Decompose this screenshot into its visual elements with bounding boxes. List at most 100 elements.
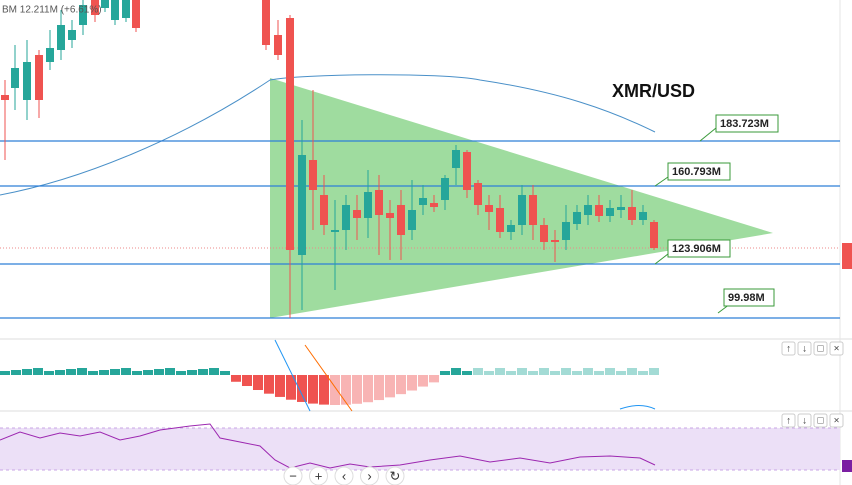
rsi-band — [0, 428, 840, 470]
candle-body — [419, 198, 427, 205]
candle-body — [650, 222, 658, 248]
candle-body — [286, 18, 294, 250]
pane-button[interactable] — [829, 341, 844, 356]
macd-bar — [594, 371, 604, 375]
pane-button[interactable] — [797, 413, 812, 428]
macd-bar — [506, 371, 516, 375]
toolbar-button[interactable] — [360, 466, 379, 485]
pane-button-label[interactable]: ↓ — [802, 416, 807, 427]
candle-body — [101, 0, 109, 8]
pair-title: XMR/USD — [612, 81, 695, 101]
pane-button-label[interactable]: × — [834, 344, 840, 355]
macd-bar — [132, 371, 142, 375]
macd-bar — [341, 375, 351, 405]
macd-bar — [44, 371, 54, 375]
toolbar-button[interactable] — [283, 466, 303, 485]
price-tag — [842, 243, 852, 269]
pane-button-label[interactable]: □ — [817, 344, 823, 355]
toolbar-button-label[interactable]: ↻ — [390, 468, 401, 483]
toolbar-button-label[interactable]: + — [315, 468, 323, 483]
macd-bar — [649, 368, 659, 375]
pane-button-label[interactable]: ↑ — [786, 344, 791, 355]
macd-bar — [33, 368, 43, 375]
macd-bar — [583, 368, 593, 375]
toolbar-button[interactable] — [385, 466, 405, 485]
toolbar-button[interactable] — [309, 466, 328, 485]
controls: ↑ ↓ □ × ↑ ↓ □ × − + ‹ › ↻ — [283, 341, 844, 485]
macd-bar — [352, 375, 362, 404]
candle-body — [1, 95, 9, 100]
macd-bar — [396, 375, 406, 395]
macd-bar — [99, 370, 109, 375]
pane-button[interactable] — [829, 413, 844, 428]
candle-body — [91, 0, 99, 15]
macd-bar — [319, 375, 329, 405]
macd-bar — [121, 368, 131, 375]
candle-body — [132, 0, 140, 28]
candle-body — [11, 68, 19, 88]
macd-bar — [165, 368, 175, 375]
toolbar-button-label[interactable]: − — [289, 468, 297, 483]
macd-bar — [110, 369, 120, 375]
macd-bar — [0, 371, 10, 375]
signal-line — [304, 344, 353, 412]
macd-bar — [253, 375, 263, 391]
moving-average — [0, 74, 656, 196]
macd-bar — [308, 375, 318, 404]
macd-bar — [88, 371, 98, 375]
candle-body — [408, 210, 416, 230]
macd-bar — [440, 371, 450, 375]
macd-bar — [55, 370, 65, 375]
candle-body — [331, 230, 339, 232]
toolbar-button[interactable] — [334, 466, 354, 485]
toolbar-button-label[interactable]: › — [367, 468, 371, 483]
macd-bar — [187, 370, 197, 375]
candle-body — [262, 0, 270, 45]
macd-bar — [231, 375, 241, 382]
rsi-tag — [842, 460, 852, 472]
pane-button[interactable] — [813, 341, 828, 356]
candle-body — [452, 150, 460, 168]
candle-body — [386, 213, 394, 218]
pane-button[interactable] — [813, 413, 828, 428]
macd-bar — [330, 375, 340, 405]
macd-bar — [550, 371, 560, 375]
candle-body — [540, 225, 548, 242]
pane-button[interactable] — [797, 341, 812, 356]
macd-bar — [220, 371, 230, 375]
macd-bar — [484, 371, 494, 375]
pane-button-label[interactable]: ↓ — [802, 344, 807, 355]
candle-body — [342, 205, 350, 230]
macd-bar — [572, 371, 582, 375]
candle-body — [551, 240, 559, 242]
pane-button-label[interactable]: ↑ — [786, 416, 791, 427]
label-box — [723, 288, 775, 307]
macd-pane — [0, 339, 659, 412]
level-label: 183.723M — [720, 118, 769, 130]
pane-button-label[interactable]: □ — [817, 416, 823, 427]
macd-bar — [495, 368, 505, 375]
macd-bar — [176, 371, 186, 375]
candles — [1, 0, 658, 318]
level-label: 123.906M — [672, 243, 721, 255]
candle-body — [320, 195, 328, 225]
level-label: 160.793M — [672, 166, 721, 178]
pane-button-label[interactable]: × — [834, 416, 840, 427]
label-connector — [699, 127, 717, 142]
candle-body — [57, 25, 65, 50]
macd-bar — [561, 368, 571, 375]
macd-bar — [143, 370, 153, 375]
pane-button[interactable] — [781, 341, 796, 356]
candle-body — [463, 152, 471, 190]
candle-body — [68, 30, 76, 40]
macd-bar — [275, 375, 285, 397]
pane-button[interactable] — [781, 413, 796, 428]
macd-bar — [627, 368, 637, 375]
candle-body — [606, 208, 614, 216]
label-box — [715, 114, 779, 133]
candle-body — [562, 222, 570, 240]
toolbar-button-label[interactable]: ‹ — [342, 468, 346, 483]
candle-body — [639, 212, 647, 220]
candle-body — [298, 155, 306, 255]
